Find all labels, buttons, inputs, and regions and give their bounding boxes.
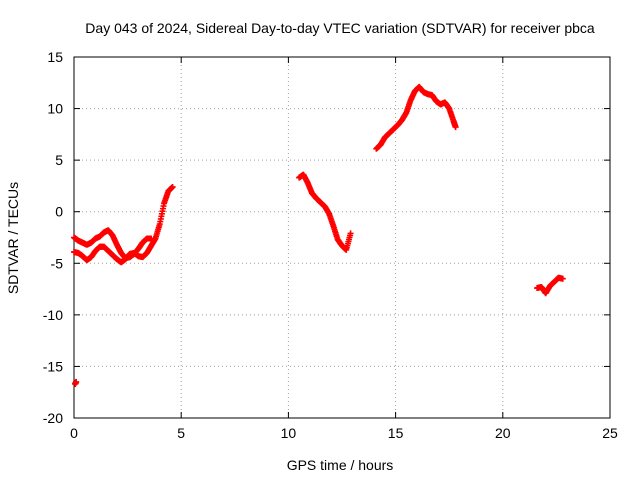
y-axis-ticks: -20 -15 -10 -5 0 5 10 15: [43, 49, 610, 426]
x-tick-label: 5: [177, 425, 185, 441]
series-segment-3: [373, 83, 459, 152]
data-point: [559, 275, 566, 282]
y-tick-label: -20: [43, 410, 63, 426]
data-point: [73, 378, 80, 385]
series-isolated-point: [72, 378, 80, 387]
y-tick-label: -15: [43, 358, 63, 374]
chart-title: Day 043 of 2024, Sidereal Day-to-day VTE…: [85, 20, 595, 36]
data-point: [347, 230, 354, 237]
y-tick-label: 5: [55, 152, 63, 168]
data-point: [452, 124, 459, 131]
y-tick-label: 10: [47, 101, 63, 117]
y-tick-label: -10: [43, 307, 63, 323]
y-tick-label: 15: [47, 49, 63, 65]
grid-lines: [74, 57, 610, 418]
x-tick-label: 0: [70, 425, 78, 441]
series-segment-4: [534, 274, 566, 297]
series-segment-1-lower: [71, 183, 176, 266]
data-point: [169, 183, 176, 190]
data-points: [71, 83, 566, 387]
x-tick-label: 20: [495, 425, 511, 441]
y-axis-label: SDTVAR / TECUs: [5, 182, 21, 294]
x-axis-label: GPS time / hours: [287, 457, 394, 473]
series-segment-2: [296, 171, 354, 253]
y-tick-label: 0: [55, 204, 63, 220]
y-tick-label: -5: [51, 255, 64, 271]
x-tick-label: 15: [388, 425, 404, 441]
x-axis-ticks: 0 5 10 15 20 25: [70, 57, 618, 441]
x-tick-label: 25: [602, 425, 618, 441]
x-tick-label: 10: [281, 425, 297, 441]
